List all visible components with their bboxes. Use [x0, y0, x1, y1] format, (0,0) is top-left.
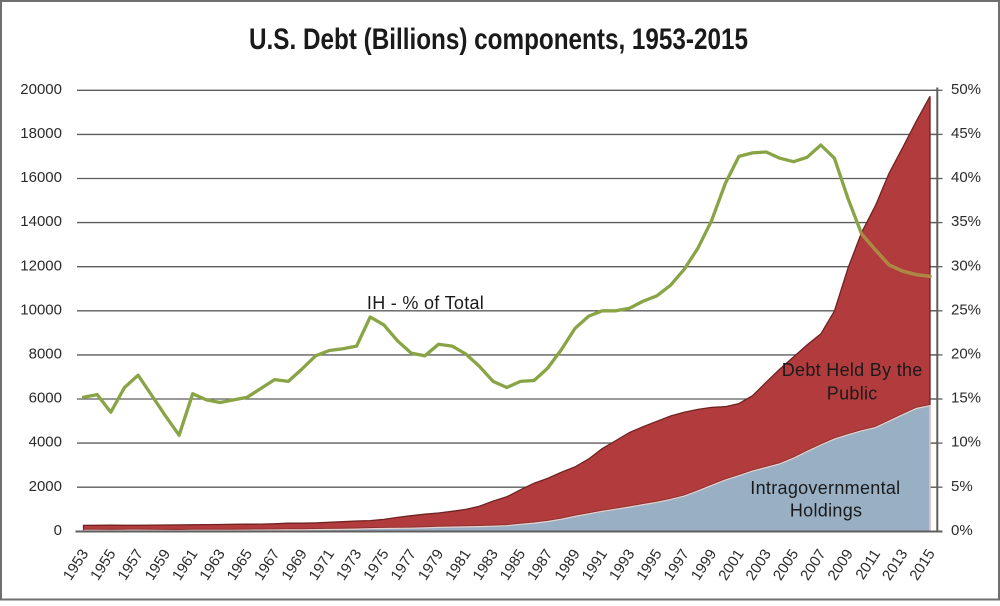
svg-text:30%: 30%: [951, 257, 981, 274]
svg-text:18000: 18000: [20, 125, 62, 142]
svg-text:45%: 45%: [951, 125, 981, 142]
svg-text:14000: 14000: [20, 213, 62, 230]
svg-text:50%: 50%: [951, 81, 981, 98]
svg-text:10000: 10000: [20, 301, 62, 318]
svg-text:15%: 15%: [951, 390, 981, 407]
svg-text:Debt Held By the: Debt Held By the: [782, 360, 923, 380]
svg-text:2000: 2000: [29, 478, 62, 495]
svg-text:10%: 10%: [951, 434, 981, 451]
svg-text:8000: 8000: [29, 346, 62, 363]
svg-text:6000: 6000: [29, 390, 62, 407]
svg-text:35%: 35%: [951, 213, 981, 230]
svg-text:0: 0: [54, 522, 62, 539]
svg-text:5%: 5%: [951, 478, 973, 495]
svg-text:Holdings: Holdings: [790, 501, 862, 521]
svg-text:4000: 4000: [29, 434, 62, 451]
svg-text:16000: 16000: [20, 169, 62, 186]
svg-text:IH - % of Total: IH - % of Total: [367, 293, 484, 313]
svg-text:40%: 40%: [951, 169, 981, 186]
svg-text:U.S. Debt (Billions) component: U.S. Debt (Billions) components, 1953-20…: [249, 23, 748, 56]
svg-text:20000: 20000: [20, 81, 62, 98]
svg-text:0%: 0%: [951, 522, 973, 539]
svg-text:Public: Public: [827, 384, 878, 404]
svg-text:25%: 25%: [951, 301, 981, 318]
svg-text:Intragovernmental: Intragovernmental: [750, 478, 900, 498]
svg-text:20%: 20%: [951, 346, 981, 363]
svg-text:12000: 12000: [20, 257, 62, 274]
